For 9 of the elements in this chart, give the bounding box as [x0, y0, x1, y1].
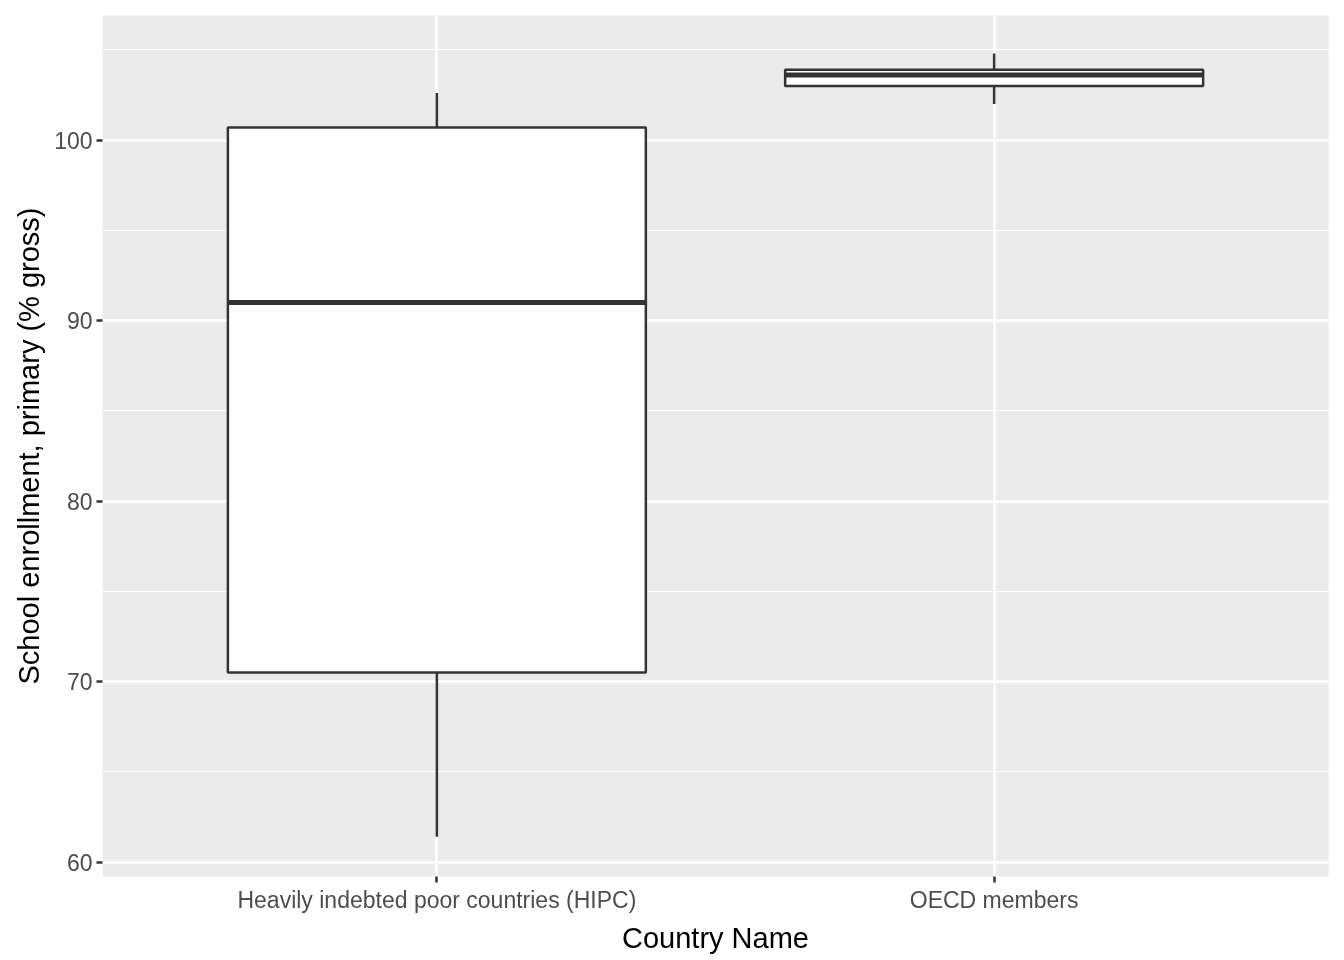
y-tick-label: 90 — [66, 308, 93, 335]
y-tick-label: 80 — [66, 488, 93, 515]
x-tick-label: OECD members — [909, 886, 1079, 913]
y-axis-title: School enrollment, primary (% gross) — [13, 207, 46, 685]
y-tick-label: 70 — [66, 669, 93, 696]
x-axis-title: Country Name — [622, 921, 809, 954]
x-tick-label: Heavily indebted poor countries (HIPC) — [237, 886, 637, 913]
y-tick-label: 100 — [54, 127, 93, 154]
y-tick-label: 60 — [66, 849, 93, 876]
